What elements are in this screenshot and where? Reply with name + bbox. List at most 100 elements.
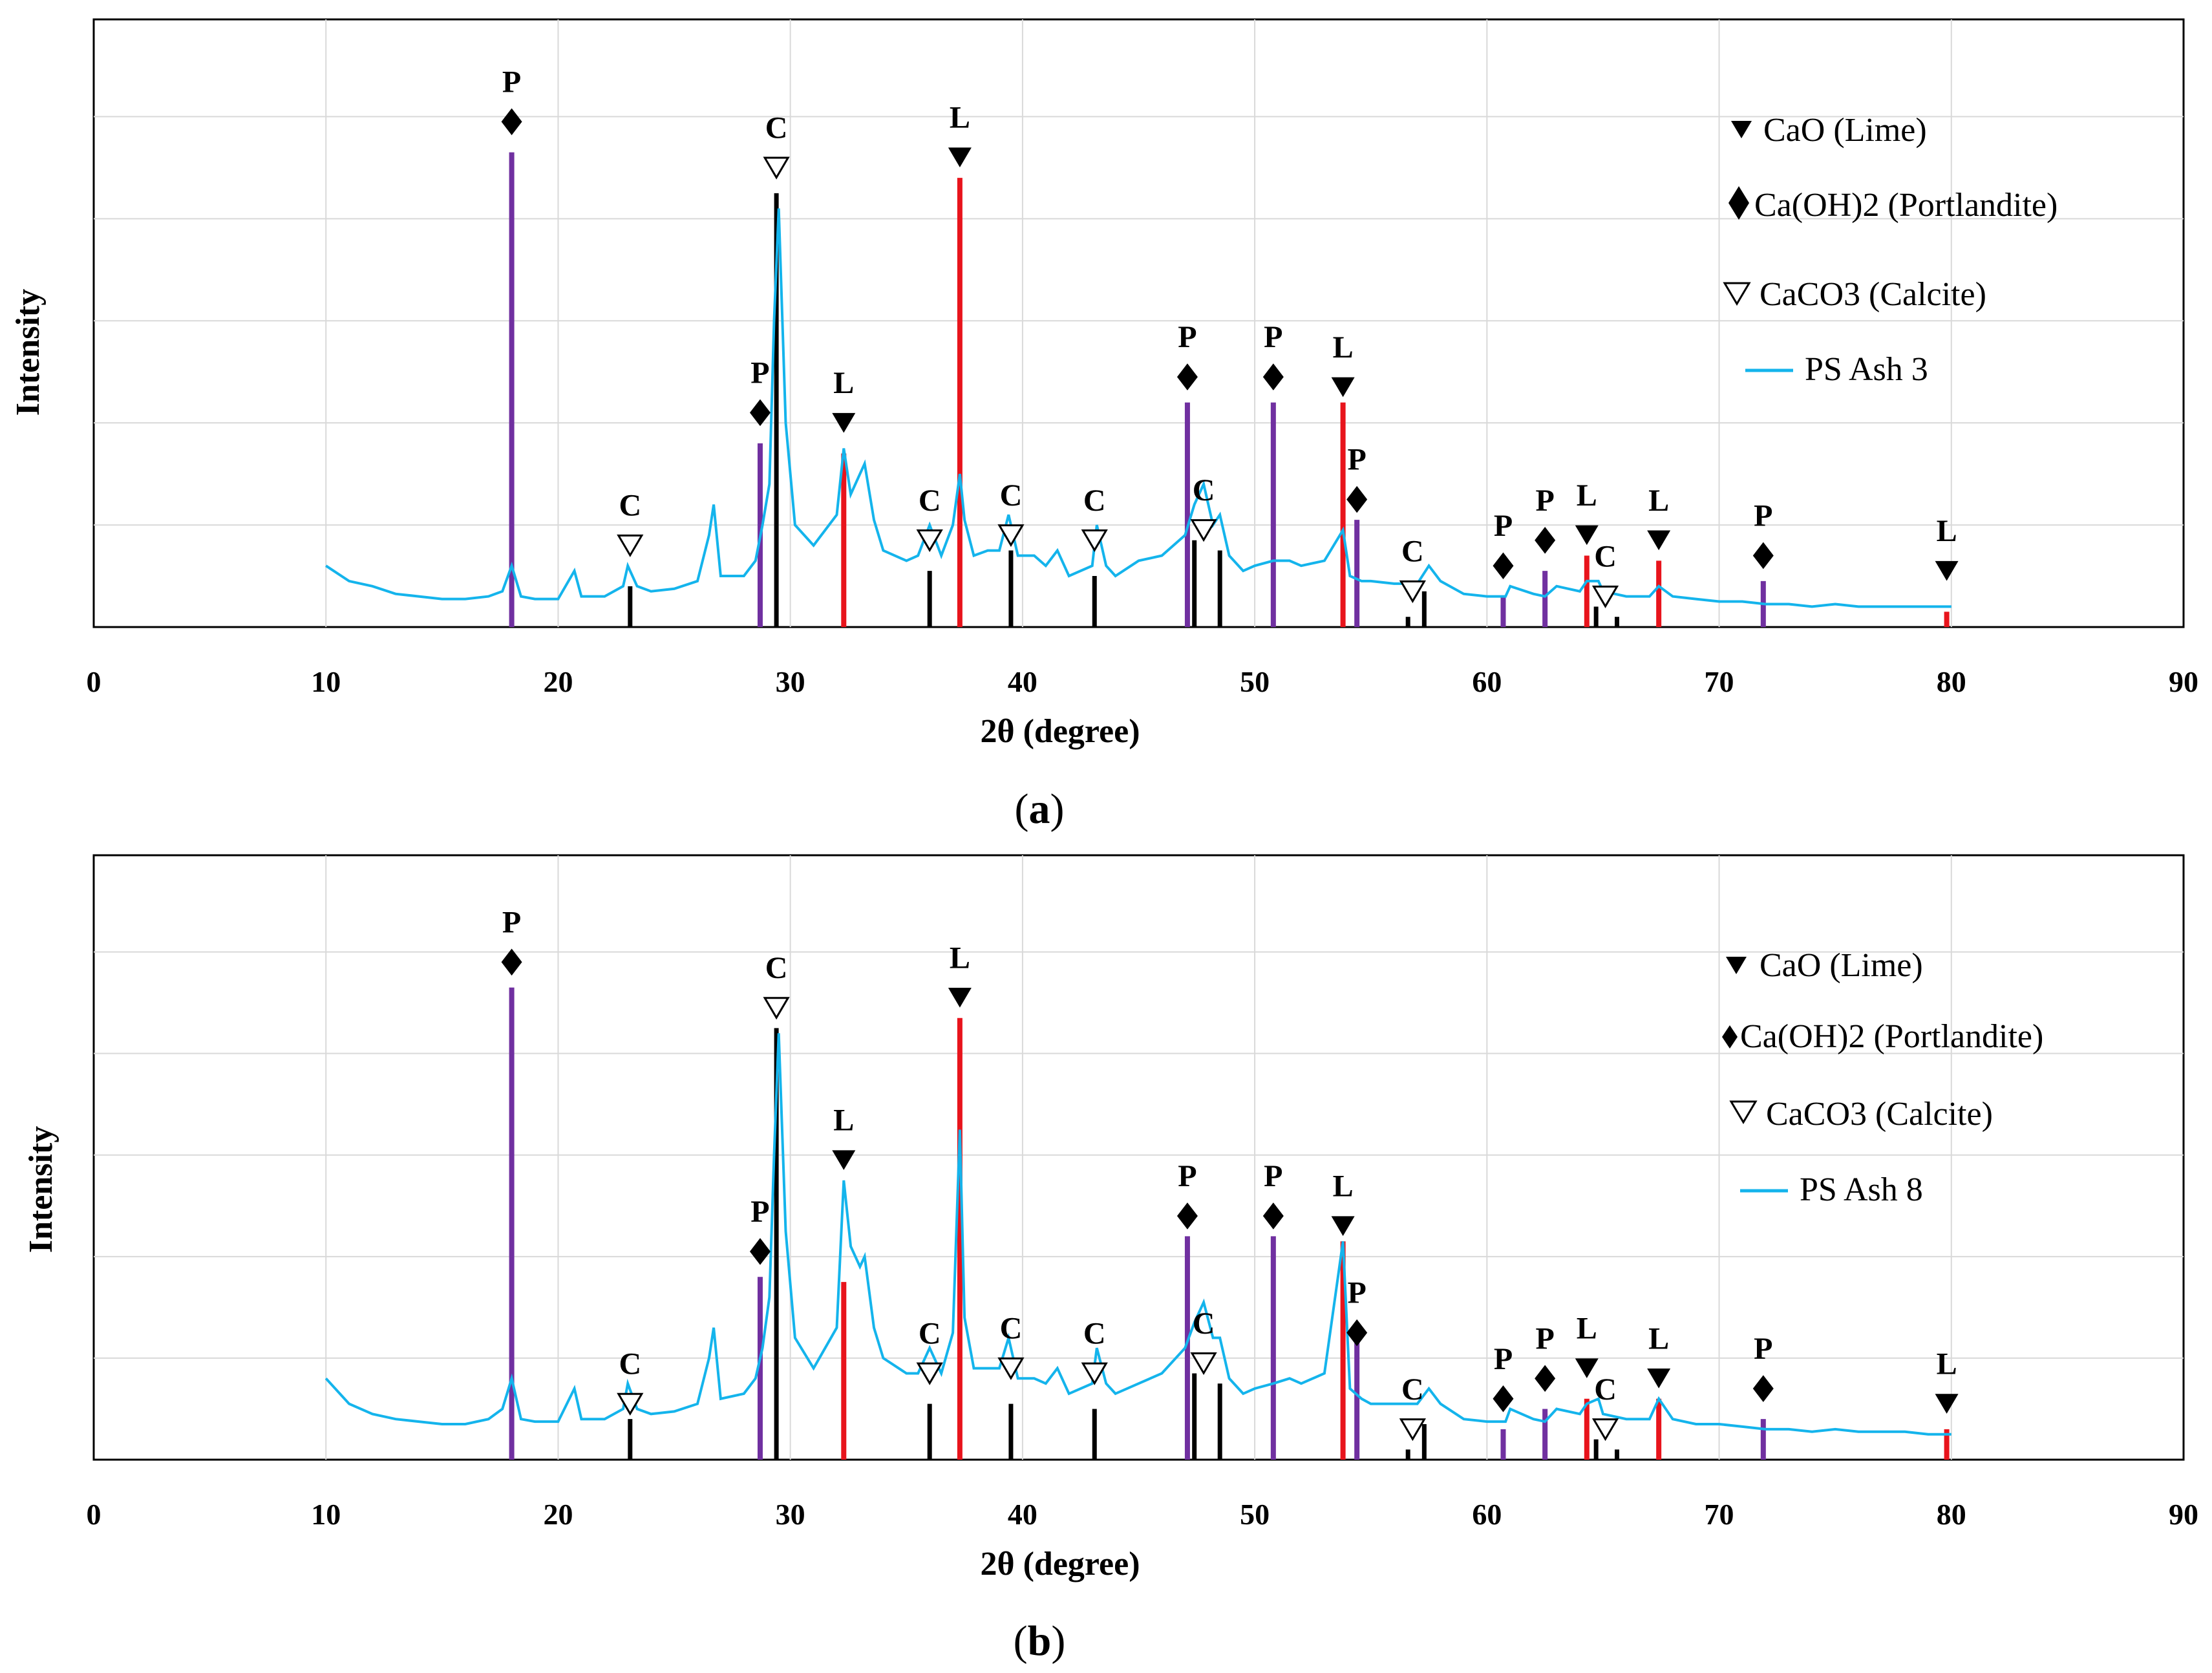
legend-lime-label: CaO (Lime) xyxy=(1760,947,1923,984)
x-tick-label: 60 xyxy=(1472,665,1502,698)
portlandite-marker xyxy=(1176,363,1198,390)
lime-peak-letter: L xyxy=(833,366,854,400)
x-tick-label: 50 xyxy=(1240,665,1270,698)
calcite-marker xyxy=(1190,1352,1217,1376)
calcite-peak-letter: C xyxy=(619,489,641,523)
calcite-peak-letter: C xyxy=(619,1347,641,1381)
calcite-peak-letter: C xyxy=(1401,1372,1424,1407)
portlandite-marker xyxy=(1752,542,1774,570)
portlandite-peak-letter: P xyxy=(1348,1276,1367,1310)
lime-peak-letter: L xyxy=(1333,330,1354,365)
calcite-peak-letter: C xyxy=(765,951,788,985)
calcite-peak-letter: C xyxy=(1193,1306,1215,1341)
x-tick-label: 30 xyxy=(776,665,805,698)
grid xyxy=(94,19,2184,627)
x-tick-label: 50 xyxy=(1240,1498,1270,1531)
calcite-peak-letter: C xyxy=(1401,535,1424,569)
lime-marker xyxy=(1647,530,1671,551)
calcite-marker xyxy=(617,534,644,557)
portlandite-peak-letter: P xyxy=(502,65,521,99)
legend-pattern-label: PS Ash 8 xyxy=(1800,1171,1923,1208)
calcite-peak-letter: C xyxy=(1193,473,1215,507)
portlandite-peak-letter: P xyxy=(502,905,521,939)
portlandite-marker xyxy=(1346,485,1368,513)
xrd-pattern-line xyxy=(324,1033,1951,1436)
x-axis-label: 2θ (degree) xyxy=(980,1546,1140,1582)
lime-peak-letter: L xyxy=(1937,1347,1957,1381)
portlandite-marker xyxy=(1262,1202,1284,1230)
x-tick-label: 60 xyxy=(1472,1498,1502,1531)
legend-portlandite-label: Ca(OH)2 (Portlandite) xyxy=(1754,187,2058,224)
panel-label-b: (b) xyxy=(1014,1617,1066,1665)
calcite-peak-letter: C xyxy=(1000,1312,1023,1346)
calcite-marker xyxy=(1399,580,1427,603)
lime-marker xyxy=(948,147,972,167)
legend-calcite-marker xyxy=(1723,282,1751,306)
portlandite-marker xyxy=(1262,363,1284,390)
x-tick-label: 70 xyxy=(1705,1498,1734,1531)
portlandite-marker xyxy=(1752,1375,1774,1402)
calcite-marker xyxy=(916,529,943,553)
lime-marker xyxy=(1575,1358,1599,1378)
lime-peak-letter: L xyxy=(1648,1321,1669,1356)
legend-lime-marker xyxy=(1731,121,1752,138)
lime-peak-letter: L xyxy=(1577,1312,1597,1346)
portlandite-peak-letter: P xyxy=(1178,1159,1196,1193)
xrd-pattern-line xyxy=(325,208,1951,608)
x-tick-label: 80 xyxy=(1937,665,1966,698)
portlandite-peak-letter: P xyxy=(1348,443,1367,477)
lime-peak-letter: L xyxy=(833,1103,854,1138)
calcite-peak-letter: C xyxy=(1594,540,1617,574)
portlandite-marker xyxy=(501,948,522,976)
calcite-marker xyxy=(1399,1418,1427,1442)
x-tick-label: 40 xyxy=(1008,665,1037,698)
panel-label-a: (a) xyxy=(1015,785,1065,833)
x-tick-label: 0 xyxy=(87,1498,101,1531)
portlandite-peak-letter: P xyxy=(1494,509,1513,543)
lime-marker xyxy=(1647,1369,1671,1389)
calcite-marker xyxy=(1081,529,1108,553)
legend-lime-label: CaO (Lime) xyxy=(1763,112,1927,149)
calcite-peak-letter: C xyxy=(919,1316,941,1350)
lime-peak-letter: L xyxy=(1577,478,1597,513)
calcite-marker xyxy=(763,997,790,1020)
calcite-marker xyxy=(997,1357,1025,1380)
portlandite-marker xyxy=(1493,552,1514,580)
portlandite-peak-letter: P xyxy=(1754,1332,1772,1366)
calcite-peak-letter: C xyxy=(1000,478,1023,513)
lime-marker xyxy=(1331,377,1355,398)
x-tick-label: 80 xyxy=(1937,1498,1966,1531)
y-axis-label: Intensity xyxy=(10,289,47,416)
grid xyxy=(94,855,2184,1460)
portlandite-peak-letter: P xyxy=(750,1195,769,1229)
portlandite-marker xyxy=(1176,1202,1198,1230)
portlandite-peak-letter: P xyxy=(1178,320,1196,354)
x-tick-labels: 0 10 20 30 40 50 60 70 80 90 xyxy=(87,665,2199,698)
portlandite-peak-letter: P xyxy=(750,356,769,390)
portlandite-marker xyxy=(501,108,522,136)
calcite-peak-letter: C xyxy=(1594,1372,1617,1407)
legend-calcite-marker xyxy=(1729,1100,1758,1124)
portlandite-marker xyxy=(749,1238,771,1265)
calcite-marker xyxy=(1190,519,1217,542)
calcite-peak-letter: C xyxy=(919,484,941,518)
x-tick-label: 90 xyxy=(2169,665,2198,698)
x-tick-label: 0 xyxy=(87,665,101,698)
lime-marker xyxy=(1935,560,1959,581)
portlandite-peak-letter: P xyxy=(1264,1159,1282,1193)
lime-marker xyxy=(1935,1394,1959,1414)
lime-marker xyxy=(1331,1216,1355,1237)
calcite-marker xyxy=(1591,585,1619,608)
legend-portlandite-label: Ca(OH)2 (Portlandite) xyxy=(1740,1018,2043,1055)
portlandite-peak-letter: P xyxy=(1535,484,1554,518)
x-tick-label: 10 xyxy=(311,1498,341,1531)
y-axis-label: Intensity xyxy=(23,1126,59,1253)
portlandite-marker xyxy=(749,399,771,427)
x-tick-label: 20 xyxy=(543,1498,573,1531)
calcite-marker xyxy=(1081,1362,1108,1385)
